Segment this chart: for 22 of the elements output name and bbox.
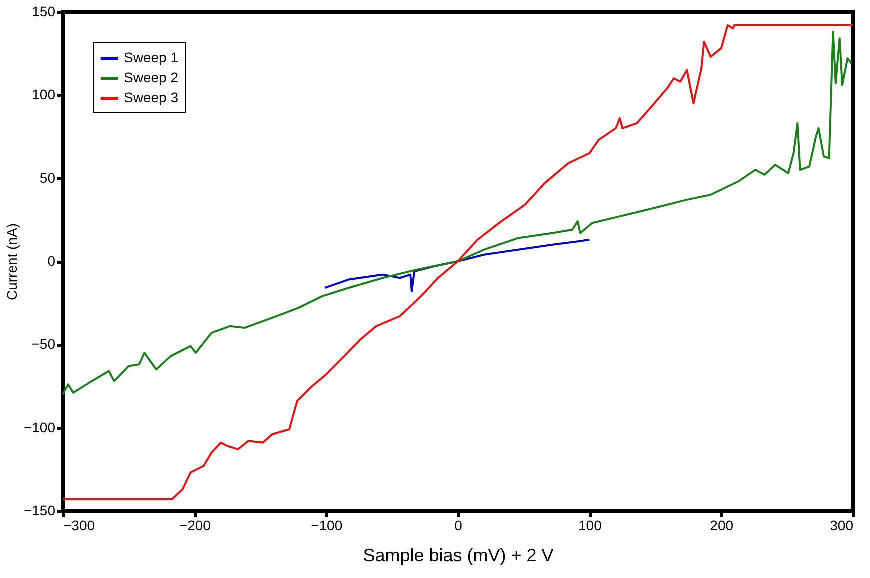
y-tick-label: −50 bbox=[32, 336, 56, 352]
y-tick-label: −150 bbox=[24, 502, 56, 518]
y-tick-label: 100 bbox=[32, 86, 56, 103]
y-tick-label: 50 bbox=[40, 170, 56, 186]
line-series bbox=[324, 238, 591, 292]
y-axis-title: Current (nA) bbox=[4, 223, 20, 301]
x-tick-label: 0 bbox=[454, 518, 463, 534]
y-tick-label: 0 bbox=[48, 253, 56, 269]
y-tick-label: −100 bbox=[24, 419, 56, 436]
y-tick-label: 150 bbox=[32, 4, 56, 20]
x-tick-label: 200 bbox=[710, 518, 734, 534]
legend-label: Sweep 1 bbox=[124, 50, 179, 66]
x-tick-label: −300 bbox=[64, 518, 96, 534]
x-axis-title: Sample bias (mV) + 2 V bbox=[363, 546, 554, 566]
line-series bbox=[62, 24, 854, 500]
x-tick-label: −100 bbox=[311, 518, 343, 534]
x-tick-label: 100 bbox=[578, 518, 602, 534]
x-tick-label: −200 bbox=[179, 518, 212, 534]
x-tick-label: 300 bbox=[830, 518, 854, 534]
legend-label: Sweep 2 bbox=[124, 70, 179, 86]
legend-label: Sweep 3 bbox=[124, 90, 179, 106]
line-series bbox=[62, 30, 853, 396]
